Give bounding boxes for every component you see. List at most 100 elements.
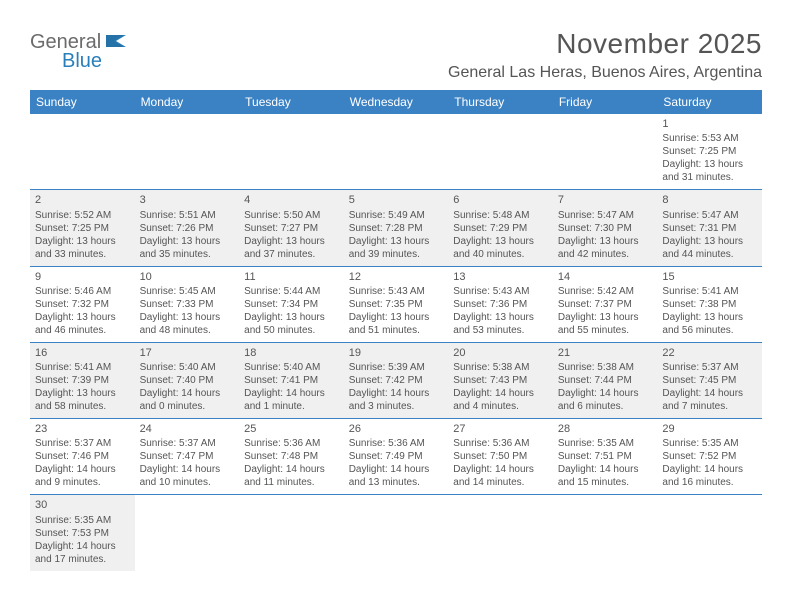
day-number: 1	[662, 117, 757, 131]
daylight-text: Daylight: 14 hours	[35, 540, 130, 553]
logo: General Blue	[30, 28, 128, 72]
sunrise-text: Sunrise: 5:48 AM	[453, 209, 548, 222]
sunset-text: Sunset: 7:37 PM	[558, 298, 653, 311]
calendar-day-empty	[344, 114, 449, 189]
daylight-text: Daylight: 14 hours	[349, 387, 444, 400]
daylight-text: and 37 minutes.	[244, 248, 339, 261]
day-number: 26	[349, 422, 444, 436]
day-number: 9	[35, 270, 130, 284]
daylight-text: Daylight: 13 hours	[662, 158, 757, 171]
day-number: 3	[140, 193, 235, 207]
calendar-day-empty	[239, 114, 344, 189]
calendar-grid: SundayMondayTuesdayWednesdayThursdayFrid…	[30, 90, 762, 571]
sunset-text: Sunset: 7:42 PM	[349, 374, 444, 387]
daylight-text: and 55 minutes.	[558, 324, 653, 337]
sunset-text: Sunset: 7:45 PM	[662, 374, 757, 387]
daylight-text: and 4 minutes.	[453, 400, 548, 413]
calendar-day: 5Sunrise: 5:49 AMSunset: 7:28 PMDaylight…	[344, 190, 449, 265]
sunset-text: Sunset: 7:25 PM	[35, 222, 130, 235]
sunset-text: Sunset: 7:38 PM	[662, 298, 757, 311]
daylight-text: Daylight: 13 hours	[662, 311, 757, 324]
sunset-text: Sunset: 7:40 PM	[140, 374, 235, 387]
sunrise-text: Sunrise: 5:36 AM	[244, 437, 339, 450]
day-number: 4	[244, 193, 339, 207]
daylight-text: and 48 minutes.	[140, 324, 235, 337]
calendar-day-empty	[344, 495, 449, 570]
sunrise-text: Sunrise: 5:41 AM	[35, 361, 130, 374]
daylight-text: and 31 minutes.	[662, 171, 757, 184]
calendar-day: 7Sunrise: 5:47 AMSunset: 7:30 PMDaylight…	[553, 190, 658, 265]
sunset-text: Sunset: 7:28 PM	[349, 222, 444, 235]
day-number: 7	[558, 193, 653, 207]
sunrise-text: Sunrise: 5:52 AM	[35, 209, 130, 222]
sunrise-text: Sunrise: 5:45 AM	[140, 285, 235, 298]
daylight-text: and 58 minutes.	[35, 400, 130, 413]
day-number: 6	[453, 193, 548, 207]
weekday-label: Tuesday	[239, 90, 344, 114]
sunrise-text: Sunrise: 5:49 AM	[349, 209, 444, 222]
calendar-day: 19Sunrise: 5:39 AMSunset: 7:42 PMDayligh…	[344, 343, 449, 418]
calendar-day: 3Sunrise: 5:51 AMSunset: 7:26 PMDaylight…	[135, 190, 240, 265]
weekday-label: Monday	[135, 90, 240, 114]
sunset-text: Sunset: 7:50 PM	[453, 450, 548, 463]
sunset-text: Sunset: 7:34 PM	[244, 298, 339, 311]
calendar-week: 16Sunrise: 5:41 AMSunset: 7:39 PMDayligh…	[30, 343, 762, 419]
sunrise-text: Sunrise: 5:40 AM	[244, 361, 339, 374]
calendar-day-empty	[448, 495, 553, 570]
sunrise-text: Sunrise: 5:41 AM	[662, 285, 757, 298]
sunset-text: Sunset: 7:48 PM	[244, 450, 339, 463]
sunset-text: Sunset: 7:46 PM	[35, 450, 130, 463]
calendar-day: 13Sunrise: 5:43 AMSunset: 7:36 PMDayligh…	[448, 267, 553, 342]
daylight-text: Daylight: 13 hours	[35, 387, 130, 400]
daylight-text: and 56 minutes.	[662, 324, 757, 337]
daylight-text: Daylight: 14 hours	[140, 463, 235, 476]
sunset-text: Sunset: 7:33 PM	[140, 298, 235, 311]
daylight-text: and 3 minutes.	[349, 400, 444, 413]
weekday-header-row: SundayMondayTuesdayWednesdayThursdayFrid…	[30, 90, 762, 114]
sunrise-text: Sunrise: 5:35 AM	[35, 514, 130, 527]
calendar-day: 6Sunrise: 5:48 AMSunset: 7:29 PMDaylight…	[448, 190, 553, 265]
calendar-day: 15Sunrise: 5:41 AMSunset: 7:38 PMDayligh…	[657, 267, 762, 342]
weekday-label: Wednesday	[344, 90, 449, 114]
day-number: 16	[35, 346, 130, 360]
calendar-day: 20Sunrise: 5:38 AMSunset: 7:43 PMDayligh…	[448, 343, 553, 418]
sunrise-text: Sunrise: 5:35 AM	[558, 437, 653, 450]
daylight-text: and 10 minutes.	[140, 476, 235, 489]
day-number: 22	[662, 346, 757, 360]
sunset-text: Sunset: 7:31 PM	[662, 222, 757, 235]
sunrise-text: Sunrise: 5:37 AM	[35, 437, 130, 450]
sunrise-text: Sunrise: 5:43 AM	[349, 285, 444, 298]
daylight-text: Daylight: 13 hours	[558, 235, 653, 248]
sunrise-text: Sunrise: 5:50 AM	[244, 209, 339, 222]
calendar-day: 4 Sunrise: 5:50 AMSunset: 7:27 PMDaylight…	[239, 190, 344, 265]
month-title: November 2025	[448, 28, 762, 60]
sunrise-text: Sunrise: 5:47 AM	[662, 209, 757, 222]
calendar-day: 17Sunrise: 5:40 AMSunset: 7:40 PMDayligh…	[135, 343, 240, 418]
daylight-text: and 46 minutes.	[35, 324, 130, 337]
sunrise-text: Sunrise: 5:53 AM	[662, 132, 757, 145]
daylight-text: Daylight: 14 hours	[558, 387, 653, 400]
calendar-day-empty	[239, 495, 344, 570]
sunset-text: Sunset: 7:27 PM	[244, 222, 339, 235]
daylight-text: Daylight: 13 hours	[662, 235, 757, 248]
calendar-day: 14Sunrise: 5:42 AMSunset: 7:37 PMDayligh…	[553, 267, 658, 342]
sunrise-text: Sunrise: 5:40 AM	[140, 361, 235, 374]
daylight-text: Daylight: 14 hours	[35, 463, 130, 476]
daylight-text: and 14 minutes.	[453, 476, 548, 489]
daylight-text: Daylight: 13 hours	[244, 235, 339, 248]
daylight-text: and 33 minutes.	[35, 248, 130, 261]
daylight-text: Daylight: 14 hours	[453, 387, 548, 400]
daylight-text: and 35 minutes.	[140, 248, 235, 261]
daylight-text: and 50 minutes.	[244, 324, 339, 337]
daylight-text: Daylight: 14 hours	[244, 387, 339, 400]
calendar-day: 23Sunrise: 5:37 AMSunset: 7:46 PMDayligh…	[30, 419, 135, 494]
day-number: 19	[349, 346, 444, 360]
calendar-day: 28Sunrise: 5:35 AMSunset: 7:51 PMDayligh…	[553, 419, 658, 494]
calendar-week: 9Sunrise: 5:46 AMSunset: 7:32 PMDaylight…	[30, 267, 762, 343]
sunset-text: Sunset: 7:49 PM	[349, 450, 444, 463]
calendar-day-empty	[448, 114, 553, 189]
weekday-label: Saturday	[657, 90, 762, 114]
sunrise-text: Sunrise: 5:42 AM	[558, 285, 653, 298]
daylight-text: and 13 minutes.	[349, 476, 444, 489]
day-number: 13	[453, 270, 548, 284]
